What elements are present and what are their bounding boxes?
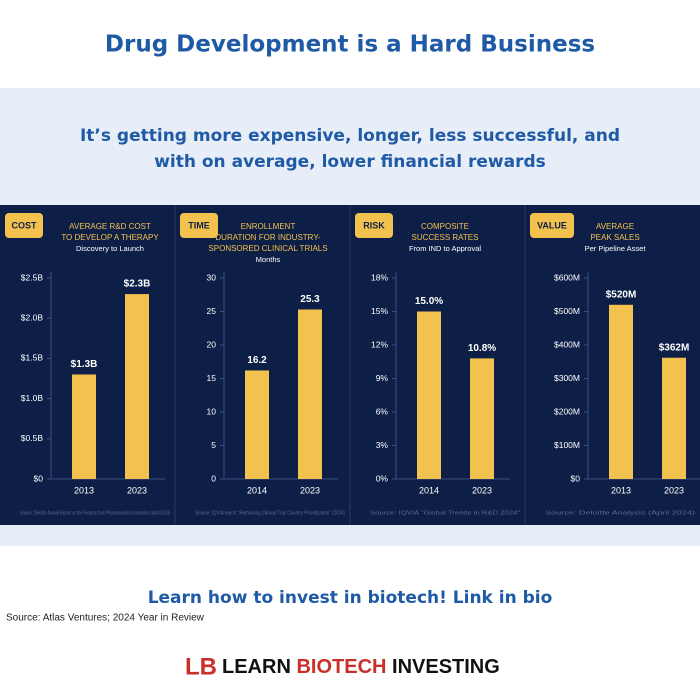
bar (245, 370, 269, 479)
chart-title: SUCCESS RATES (412, 233, 479, 242)
logo-mark: LB (185, 653, 217, 680)
chart-subtitle: Per Pipeline Asset (585, 244, 647, 253)
y-tick-label: 3% (376, 440, 389, 450)
bar (125, 294, 149, 479)
tag-box (180, 213, 218, 238)
y-tick-label: $1.0B (21, 393, 44, 403)
chart-title: DURATION FOR INDUSTRY- (215, 233, 321, 242)
tag: VALUE (537, 220, 567, 230)
value-label: $520M (606, 289, 637, 300)
x-tick-label: 2013 (611, 485, 631, 495)
logo-part: INVESTING (392, 656, 500, 678)
x-tick-label: 2014 (419, 485, 439, 495)
chart-title: AVERAGE (596, 222, 634, 231)
value-label: 10.8% (468, 343, 496, 354)
value-label: $2.3B (124, 279, 151, 290)
value-label: 16.2 (247, 355, 267, 366)
y-tick-label: 12% (371, 339, 388, 349)
y-tick-label: $300M (554, 373, 580, 383)
value-label: $1.3B (71, 359, 98, 370)
chart-title: ENROLLMENT (241, 222, 296, 231)
y-tick-label: 20 (207, 339, 217, 349)
value-label: 15.0% (415, 296, 443, 307)
y-tick-label: 25 (207, 306, 217, 316)
subtitle: with on average, lower financial rewards (154, 152, 546, 172)
y-tick-label: 0 (211, 473, 216, 483)
chart-source: Source: Deloitte Annual Report on the Re… (20, 510, 170, 516)
value-label: $362M (659, 342, 690, 353)
y-tick-label: $1.5B (21, 353, 44, 363)
tag-box (355, 213, 393, 238)
y-tick-label: $2.0B (21, 312, 44, 322)
x-tick-label: 2023 (664, 485, 684, 495)
bar (609, 304, 633, 479)
chart-subtitle: Discovery to Launch (76, 244, 144, 253)
bar (662, 357, 686, 479)
chart-title: AVERAGE R&D COST (69, 222, 151, 231)
chart-source: Source: IQVIA "Global Trends in R&D 2024… (370, 510, 520, 516)
logo-part: BIOTECH (296, 656, 386, 678)
bar (298, 309, 322, 479)
y-tick-label: 5 (211, 440, 216, 450)
chart-subtitle: Months (256, 255, 281, 264)
y-tick-label: $0 (34, 473, 44, 483)
y-tick-label: $2.5B (21, 272, 44, 282)
y-tick-label: 30 (207, 272, 217, 282)
x-tick-label: 2013 (74, 485, 94, 495)
chart-subtitle: From IND to Approval (409, 244, 481, 253)
y-tick-label: 6% (376, 406, 389, 416)
tag: TIME (188, 220, 210, 230)
chart-title: TO DEVELOP A THERAPY (61, 233, 159, 242)
x-tick-label: 2014 (247, 485, 267, 495)
y-tick-label: 10 (207, 406, 217, 416)
tag-box (530, 213, 574, 238)
subtitle: It’s getting more expensive, longer, les… (80, 126, 620, 146)
y-tick-label: 9% (376, 373, 389, 383)
logo-part: LEARN (222, 656, 291, 678)
x-tick-label: 2023 (472, 485, 492, 495)
chart-title: SPONSORED CLINICAL TRIALS (208, 244, 327, 253)
y-tick-label: 15% (371, 306, 388, 316)
x-tick-label: 2023 (300, 485, 320, 495)
bar (417, 311, 441, 479)
x-tick-label: 2023 (127, 485, 147, 495)
tag: RISK (363, 220, 385, 230)
y-tick-label: $500M (554, 306, 580, 316)
bar (72, 374, 96, 479)
cta: Learn how to invest in biotech! Link in … (148, 588, 553, 608)
y-tick-label: $0.5B (21, 433, 44, 443)
y-tick-label: $0 (571, 473, 581, 483)
tag-box (5, 213, 43, 238)
y-tick-label: 18% (371, 272, 388, 282)
tag: COST (11, 220, 37, 230)
source: Source: Atlas Ventures; 2024 Year in Rev… (6, 613, 205, 624)
y-tick-label: 15 (207, 373, 217, 383)
y-tick-label: $600M (554, 272, 580, 282)
y-tick-label: $100M (554, 440, 580, 450)
y-tick-label: 0% (376, 473, 389, 483)
chart-title: PEAK SALES (590, 233, 639, 242)
chart-source: Source: Deloitte Analysis (April 2024) (545, 510, 696, 516)
title: Drug Development is a Hard Business (105, 32, 595, 58)
y-tick-label: $200M (554, 406, 580, 416)
chart-source: Source: IQVIA report "Rethinking Clinica… (195, 510, 345, 516)
bar (470, 358, 494, 479)
logo: LEARN BIOTECH INVESTING (222, 656, 500, 678)
y-tick-label: $400M (554, 339, 580, 349)
value-label: 25.3 (300, 294, 320, 305)
chart-title: COMPOSITE (421, 222, 469, 231)
